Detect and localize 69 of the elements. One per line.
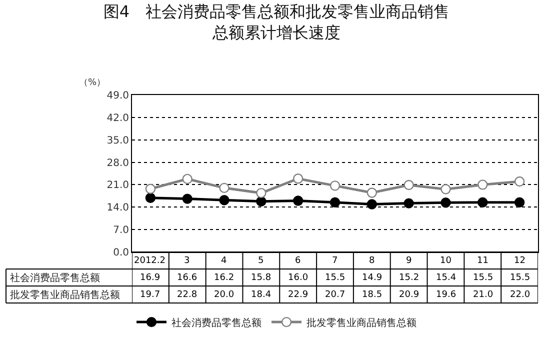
point (366, 188, 378, 198)
x-tick-label: 10 (440, 256, 452, 266)
data-label: 15.2 (399, 273, 420, 283)
point (440, 198, 451, 208)
point (330, 197, 340, 208)
point (514, 176, 525, 187)
point (404, 198, 414, 208)
x-tick-label: 6 (295, 256, 301, 266)
point (219, 182, 230, 194)
y-tick-label: 49.0 (106, 90, 129, 102)
x-tick-label: 9 (406, 256, 412, 266)
point (145, 192, 156, 203)
text: 社会消费品零售总额 (10, 273, 100, 284)
y-tick-label: 7.0 (113, 225, 129, 236)
point (478, 180, 488, 190)
data-label: 19.7 (140, 290, 160, 300)
data-label: 16.6 (177, 273, 198, 283)
data-label: 20.9 (399, 290, 420, 300)
point (256, 188, 266, 198)
data-label: 20.7 (325, 290, 346, 300)
data-label: 16.2 (214, 273, 234, 283)
x-tick-label: 4 (221, 256, 227, 266)
point (366, 199, 378, 210)
point (145, 184, 156, 194)
data-label: 22.8 (177, 290, 198, 300)
y-tick-label: 42.0 (106, 112, 129, 124)
chart-title: 图4 社会消费品零售总额和批发零售业商品销售总额累计增长速度 (103, 2, 450, 42)
x-tick-label: 11 (477, 256, 488, 266)
x-tick-label: 8 (369, 256, 375, 266)
y-tick-label: 21.0 (106, 180, 129, 192)
data-label: 16.0 (288, 273, 308, 283)
data-label: 21.0 (473, 290, 494, 300)
data-label: 15.4 (436, 273, 456, 283)
data-label: 15.5 (473, 273, 494, 283)
point (219, 194, 230, 206)
point (330, 180, 340, 191)
data-label: 16.9 (140, 273, 160, 283)
data-label: 22.9 (288, 290, 308, 300)
data-label: 18.4 (251, 290, 272, 300)
data-label: 22.0 (510, 290, 530, 300)
data-label: 15.5 (325, 273, 346, 283)
y-tick-label: 28.0 (106, 158, 129, 169)
x-tick-label: 5 (258, 256, 264, 266)
y-axis-title: （%） (79, 78, 106, 88)
x-tick-label: 2012.2 (134, 256, 166, 266)
y-tick-label: 14.0 (106, 202, 129, 214)
y-tick-label: 35.0 (106, 135, 129, 146)
point (182, 174, 192, 184)
point (182, 194, 192, 204)
point (292, 174, 304, 184)
legend-label: 批发零售业商品销售总额 (306, 316, 416, 329)
y-tick-label: 0.0 (113, 248, 129, 258)
point (256, 196, 266, 206)
data-label: 14.9 (362, 273, 382, 283)
data-label: 18.5 (362, 290, 382, 300)
data-label: 20.0 (214, 290, 234, 300)
data-label: 15.8 (251, 273, 272, 283)
point (404, 180, 414, 190)
data-label: 19.6 (436, 290, 456, 300)
x-tick-label: 3 (184, 256, 190, 266)
point (440, 184, 451, 194)
data-label: 15.5 (510, 273, 530, 283)
point (292, 196, 304, 206)
point (478, 197, 488, 208)
point (514, 197, 525, 208)
x-tick-label: 12 (514, 256, 526, 266)
x-tick-label: 7 (332, 256, 338, 266)
text: 批发零售业商品销售总额 (10, 290, 120, 301)
legend-label: 社会消费品零售总额 (172, 316, 262, 329)
